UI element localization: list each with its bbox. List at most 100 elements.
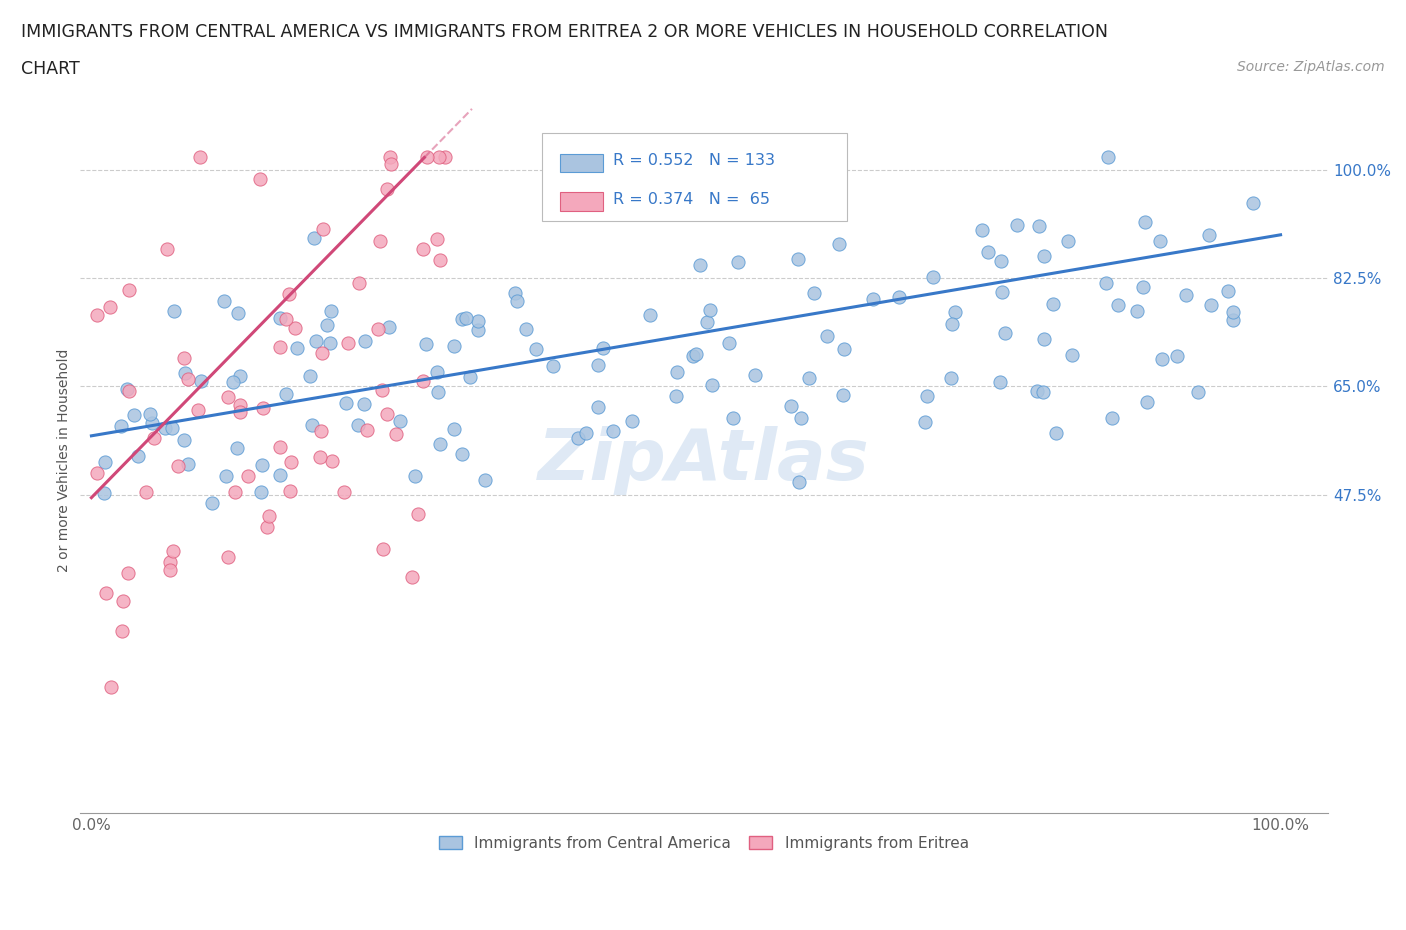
Point xyxy=(994,326,1017,341)
Point xyxy=(100,680,122,695)
Point xyxy=(356,422,378,437)
FancyBboxPatch shape xyxy=(560,193,603,210)
Text: R = 0.374   N =  65: R = 0.374 N = 65 xyxy=(613,192,769,207)
Point xyxy=(222,375,245,390)
Point xyxy=(162,304,184,319)
Point xyxy=(229,397,252,412)
Point xyxy=(990,254,1012,269)
Point xyxy=(162,543,184,558)
Point xyxy=(1175,287,1198,302)
Point xyxy=(685,346,707,361)
Point xyxy=(450,446,472,461)
Point xyxy=(586,358,609,373)
Point xyxy=(524,341,547,356)
Point xyxy=(412,374,434,389)
Point xyxy=(803,286,825,300)
Point xyxy=(914,414,936,429)
Point xyxy=(301,418,323,432)
Point xyxy=(458,369,481,384)
Text: Source: ZipAtlas.com: Source: ZipAtlas.com xyxy=(1237,60,1385,74)
Point xyxy=(167,458,190,473)
Point xyxy=(744,367,766,382)
Point xyxy=(699,302,721,317)
Point xyxy=(1222,312,1244,327)
Point xyxy=(862,292,884,307)
Point xyxy=(415,337,437,352)
Point xyxy=(1032,249,1054,264)
Point xyxy=(308,449,330,464)
Point xyxy=(249,485,271,499)
Point xyxy=(700,378,723,392)
Point xyxy=(159,555,181,570)
Point xyxy=(1218,283,1240,298)
Point xyxy=(256,520,278,535)
Point xyxy=(370,234,392,249)
Point xyxy=(188,150,211,165)
Point xyxy=(515,322,537,337)
Point xyxy=(269,339,291,354)
Point xyxy=(1136,394,1159,409)
Point xyxy=(276,387,298,402)
Point xyxy=(831,387,853,402)
Point xyxy=(215,469,238,484)
Point xyxy=(226,441,249,456)
Point xyxy=(429,436,451,451)
FancyBboxPatch shape xyxy=(560,154,603,172)
Point xyxy=(1152,352,1174,366)
Point xyxy=(94,586,117,601)
Point xyxy=(217,389,239,404)
Point xyxy=(375,407,398,422)
Point xyxy=(333,485,356,499)
Point xyxy=(93,485,115,500)
Point xyxy=(443,421,465,436)
Point xyxy=(1005,218,1028,232)
Point xyxy=(1033,332,1056,347)
Y-axis label: 2 or more Vehicles in Household: 2 or more Vehicles in Household xyxy=(58,349,72,572)
Point xyxy=(887,290,910,305)
Point xyxy=(915,389,938,404)
Point xyxy=(972,222,994,237)
Point xyxy=(786,252,808,267)
Point xyxy=(451,312,474,326)
Point xyxy=(122,408,145,423)
Point xyxy=(1062,348,1084,363)
Point xyxy=(1187,384,1209,399)
Point xyxy=(401,570,423,585)
Point xyxy=(415,150,437,165)
Point xyxy=(252,458,274,472)
Point xyxy=(828,237,851,252)
Point xyxy=(321,454,343,469)
Point xyxy=(86,466,108,481)
Point xyxy=(384,426,406,441)
Point xyxy=(285,340,308,355)
Point xyxy=(1199,297,1222,312)
Point xyxy=(98,300,121,315)
Point xyxy=(305,334,328,349)
Point xyxy=(620,414,643,429)
Point xyxy=(377,181,399,196)
Point xyxy=(127,449,149,464)
Point xyxy=(990,375,1012,390)
Point xyxy=(921,270,943,285)
Point xyxy=(1125,304,1147,319)
Point xyxy=(640,308,662,323)
Point xyxy=(1222,305,1244,320)
Point xyxy=(319,335,342,350)
Point xyxy=(567,431,589,445)
Point xyxy=(269,439,291,454)
Point xyxy=(941,316,963,331)
Point xyxy=(284,321,307,336)
Point xyxy=(229,368,252,383)
Text: CHART: CHART xyxy=(21,60,80,78)
Point xyxy=(454,310,477,325)
Point xyxy=(682,349,704,364)
Point xyxy=(721,411,744,426)
Point xyxy=(780,399,803,414)
Text: IMMIGRANTS FROM CENTRAL AMERICA VS IMMIGRANTS FROM ERITREA 2 OR MORE VEHICLES IN: IMMIGRANTS FROM CENTRAL AMERICA VS IMMIG… xyxy=(21,23,1108,41)
Point xyxy=(276,312,298,326)
Point xyxy=(1026,384,1049,399)
Point xyxy=(727,255,749,270)
Point xyxy=(506,293,529,308)
Point xyxy=(666,365,689,379)
Point xyxy=(426,365,449,379)
